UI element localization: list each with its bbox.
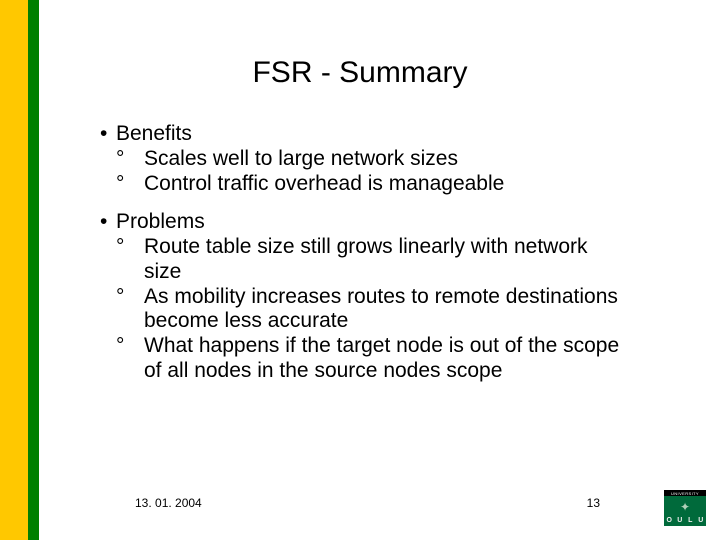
bullet-problems: • Problems xyxy=(100,210,620,235)
university-logo: UNIVERSITY ✦ O U L U xyxy=(664,490,706,526)
logo-char: L xyxy=(687,517,694,524)
bullet-label: Problems xyxy=(116,210,205,233)
degree-icon: ° xyxy=(116,235,124,260)
sub-bullet-text: Scales well to large network sizes xyxy=(144,147,458,170)
content-area: • Benefits ° Scales well to large networ… xyxy=(100,120,620,384)
sub-bullet: ° Control traffic overhead is manageable xyxy=(100,172,620,197)
degree-icon: ° xyxy=(116,147,124,172)
degree-icon: ° xyxy=(116,285,124,310)
bullet-label: Benefits xyxy=(116,122,192,145)
logo-star-icon: ✦ xyxy=(680,500,690,514)
degree-icon: ° xyxy=(116,172,124,197)
logo-char: U xyxy=(676,517,683,524)
degree-icon: ° xyxy=(116,334,124,359)
sub-bullet-text: Route table size still grows linearly wi… xyxy=(144,235,588,283)
bullet-benefits: • Benefits xyxy=(100,122,620,147)
sub-bullet: ° What happens if the target node is out… xyxy=(100,334,620,384)
slide: FSR - Summary • Benefits ° Scales well t… xyxy=(0,0,720,540)
sub-bullet: ° Route table size still grows linearly … xyxy=(100,235,620,285)
bullet-dot-icon: • xyxy=(100,122,107,147)
bullet-dot-icon: • xyxy=(100,210,107,235)
logo-char: U xyxy=(697,517,704,524)
sub-bullet-text: Control traffic overhead is manageable xyxy=(144,172,504,195)
logo-char: O xyxy=(666,517,673,524)
sub-bullet: ° As mobility increases routes to remote… xyxy=(100,285,620,335)
footer-page-number: 13 xyxy=(587,496,600,510)
sub-bullet-text: As mobility increases routes to remote d… xyxy=(144,285,618,333)
sub-bullet: ° Scales well to large network sizes xyxy=(100,147,620,172)
footer-date: 13. 01. 2004 xyxy=(135,496,202,510)
sub-bullet-text: What happens if the target node is out o… xyxy=(144,334,619,382)
logo-bottom: ✦ O U L U xyxy=(664,496,706,526)
slide-title: FSR - Summary xyxy=(0,56,720,90)
